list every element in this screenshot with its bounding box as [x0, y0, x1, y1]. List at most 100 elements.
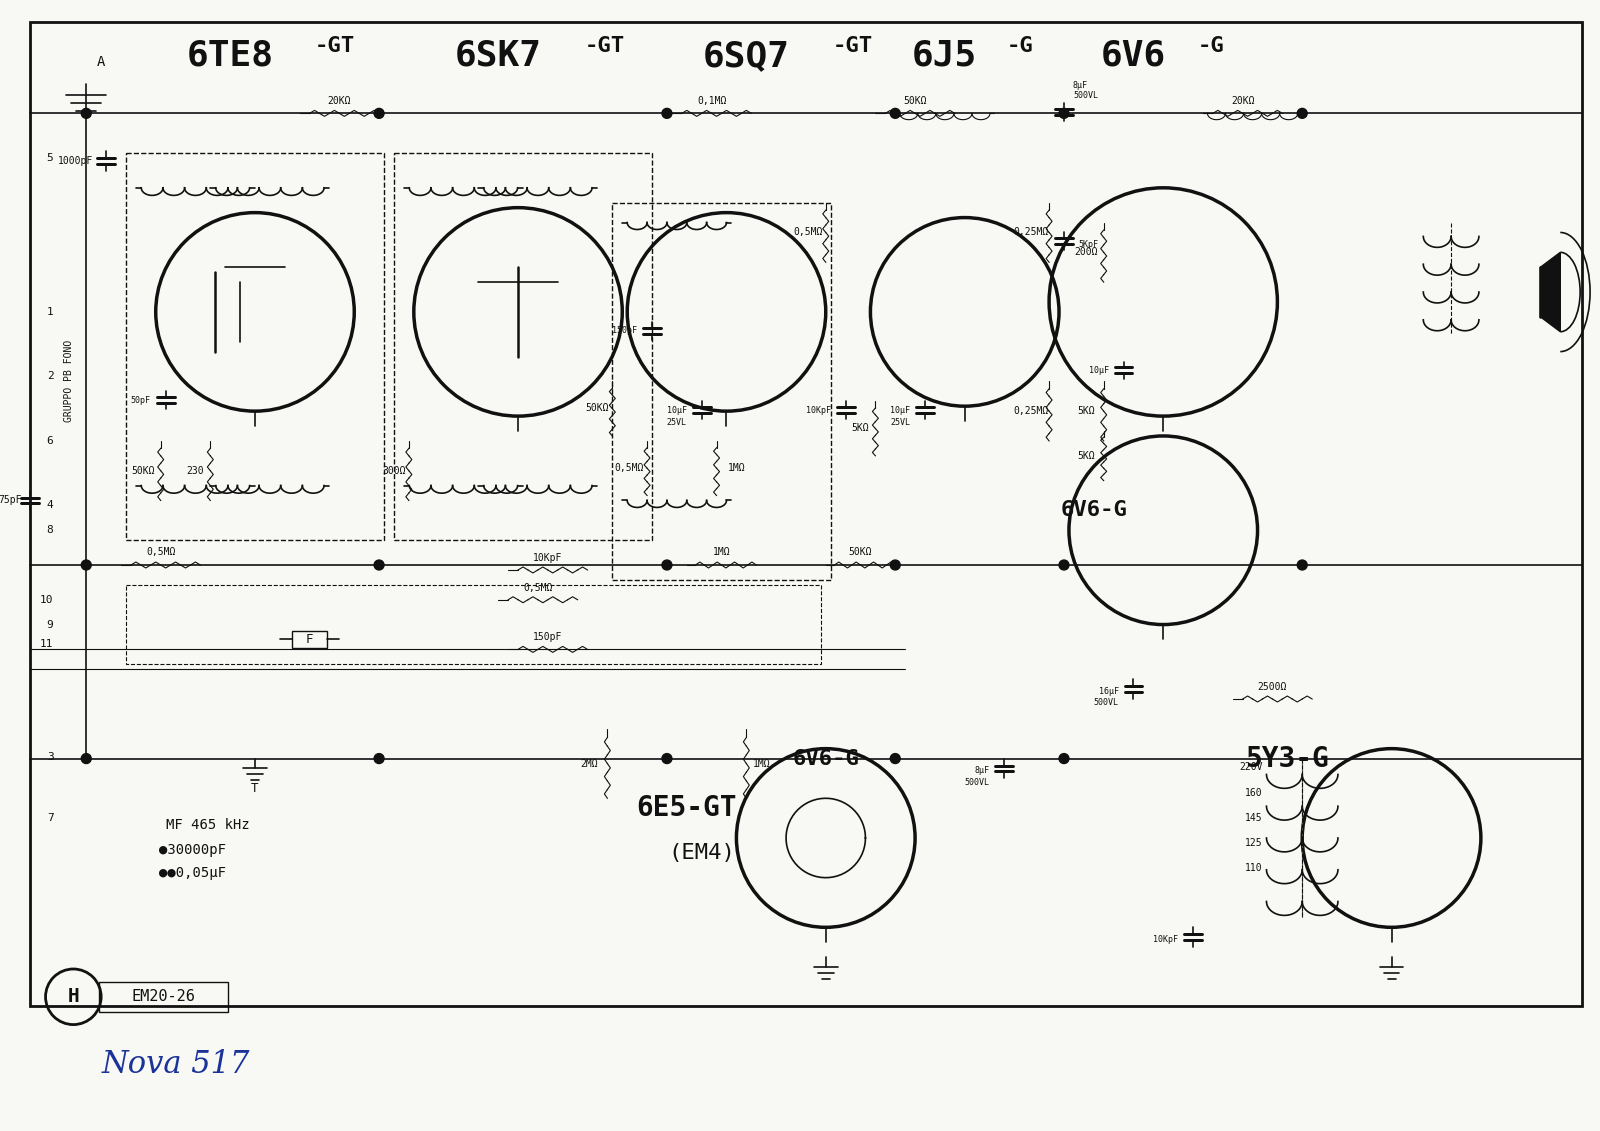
- Text: 1: 1: [46, 307, 53, 317]
- Text: 6TE8: 6TE8: [187, 38, 274, 72]
- Circle shape: [1059, 753, 1069, 763]
- Text: 75pF: 75pF: [0, 495, 22, 506]
- Text: 500VL: 500VL: [965, 778, 989, 787]
- Circle shape: [1059, 109, 1069, 119]
- Text: 10: 10: [40, 595, 53, 605]
- Text: -GT: -GT: [315, 36, 355, 55]
- Text: 6V6-G: 6V6-G: [1061, 500, 1126, 520]
- Circle shape: [374, 560, 384, 570]
- Bar: [30, 21, 1582, 1005]
- Text: 50KΩ: 50KΩ: [586, 403, 610, 413]
- Text: 110: 110: [1245, 863, 1262, 873]
- Text: 2: 2: [46, 371, 53, 381]
- Text: 6SK7: 6SK7: [454, 38, 542, 72]
- Text: 160: 160: [1245, 788, 1262, 798]
- Text: 8: 8: [46, 525, 53, 535]
- Text: 10μF: 10μF: [667, 406, 686, 415]
- Circle shape: [890, 753, 901, 763]
- Text: 145: 145: [1245, 813, 1262, 823]
- Text: 8μF: 8μF: [1074, 81, 1088, 90]
- Text: -GT: -GT: [584, 36, 624, 55]
- Text: T: T: [251, 782, 259, 795]
- Text: 20KΩ: 20KΩ: [328, 96, 350, 106]
- Text: 8μF: 8μF: [974, 766, 989, 775]
- Text: 11: 11: [40, 639, 53, 649]
- Text: 5KΩ: 5KΩ: [1077, 451, 1094, 460]
- Text: 125: 125: [1245, 838, 1262, 848]
- Text: 230: 230: [187, 466, 205, 476]
- Text: A: A: [98, 54, 106, 69]
- Text: GRUPPO PB FONO: GRUPPO PB FONO: [64, 340, 74, 423]
- Circle shape: [82, 560, 91, 570]
- Bar: [126, 153, 384, 541]
- Text: 0,5MΩ: 0,5MΩ: [794, 227, 822, 238]
- Circle shape: [1298, 109, 1307, 119]
- Text: 6E5-GT: 6E5-GT: [637, 794, 738, 822]
- Bar: [126, 585, 821, 664]
- Text: ●●0,05μF: ●●0,05μF: [158, 865, 226, 880]
- Text: 10μF: 10μF: [1088, 366, 1109, 375]
- Text: 3: 3: [46, 752, 53, 761]
- Text: 10KpF: 10KpF: [1154, 934, 1178, 943]
- Circle shape: [374, 753, 384, 763]
- Text: 1MΩ: 1MΩ: [712, 547, 730, 558]
- Text: -GT: -GT: [832, 36, 874, 55]
- Circle shape: [890, 560, 901, 570]
- Text: 0,5MΩ: 0,5MΩ: [146, 547, 176, 558]
- Text: -G: -G: [1198, 36, 1224, 55]
- Circle shape: [890, 109, 901, 119]
- Text: 150pF: 150pF: [533, 632, 563, 642]
- Text: 16μF: 16μF: [1099, 687, 1118, 696]
- Text: 9: 9: [46, 620, 53, 630]
- Text: 150pF: 150pF: [613, 326, 637, 335]
- Text: 5: 5: [46, 153, 53, 163]
- Circle shape: [82, 109, 91, 119]
- Text: 200Ω: 200Ω: [1074, 248, 1098, 258]
- Text: 1MΩ: 1MΩ: [728, 463, 746, 473]
- Text: 5KΩ: 5KΩ: [851, 423, 869, 433]
- Text: 50KΩ: 50KΩ: [848, 547, 872, 558]
- Text: 50KΩ: 50KΩ: [131, 466, 155, 476]
- Text: 6V6: 6V6: [1101, 38, 1166, 72]
- Text: 2500Ω: 2500Ω: [1258, 682, 1286, 692]
- Text: 1000pF: 1000pF: [58, 156, 93, 166]
- Text: 6SQ7: 6SQ7: [702, 38, 790, 72]
- Text: 50pF: 50pF: [131, 396, 150, 405]
- Circle shape: [82, 753, 91, 763]
- Text: 0,5MΩ: 0,5MΩ: [523, 582, 552, 593]
- Text: 5Y3-G: 5Y3-G: [1245, 744, 1330, 772]
- Bar: [99, 982, 229, 1012]
- Text: (EM4): (EM4): [669, 843, 734, 863]
- Text: 50KΩ: 50KΩ: [904, 96, 926, 106]
- Text: EM20-26: EM20-26: [131, 990, 195, 1004]
- Text: 20KΩ: 20KΩ: [1230, 96, 1254, 106]
- Text: -G: -G: [1006, 36, 1034, 55]
- Text: 4: 4: [46, 500, 53, 510]
- Text: 5KΩ: 5KΩ: [1077, 406, 1094, 416]
- Text: 10KpF: 10KpF: [533, 553, 563, 563]
- Text: 0,5MΩ: 0,5MΩ: [614, 463, 643, 473]
- Text: 25VL: 25VL: [667, 417, 686, 426]
- Text: Nova 517: Nova 517: [101, 1048, 250, 1080]
- Text: 1MΩ: 1MΩ: [752, 759, 770, 769]
- Circle shape: [1298, 560, 1307, 570]
- Text: 10μF: 10μF: [890, 406, 910, 415]
- Text: 5KpF: 5KpF: [1078, 240, 1099, 249]
- Text: ●30000pF: ●30000pF: [158, 843, 226, 857]
- Circle shape: [1059, 560, 1069, 570]
- Text: F: F: [306, 633, 314, 646]
- Text: 25VL: 25VL: [890, 417, 910, 426]
- Text: 300Ω: 300Ω: [382, 466, 406, 476]
- Text: 6V6-G: 6V6-G: [792, 749, 859, 769]
- Bar: [613, 202, 830, 580]
- Text: 500VL: 500VL: [1074, 90, 1098, 100]
- Text: 500VL: 500VL: [1093, 699, 1118, 708]
- Text: 10KpF: 10KpF: [806, 406, 830, 415]
- Text: 6: 6: [46, 435, 53, 446]
- Circle shape: [662, 109, 672, 119]
- Text: 6J5: 6J5: [912, 38, 978, 72]
- Text: MF 465 kHz: MF 465 kHz: [166, 818, 250, 832]
- Circle shape: [662, 560, 672, 570]
- Text: 0,25MΩ: 0,25MΩ: [1014, 406, 1050, 416]
- Text: 2MΩ: 2MΩ: [581, 759, 598, 769]
